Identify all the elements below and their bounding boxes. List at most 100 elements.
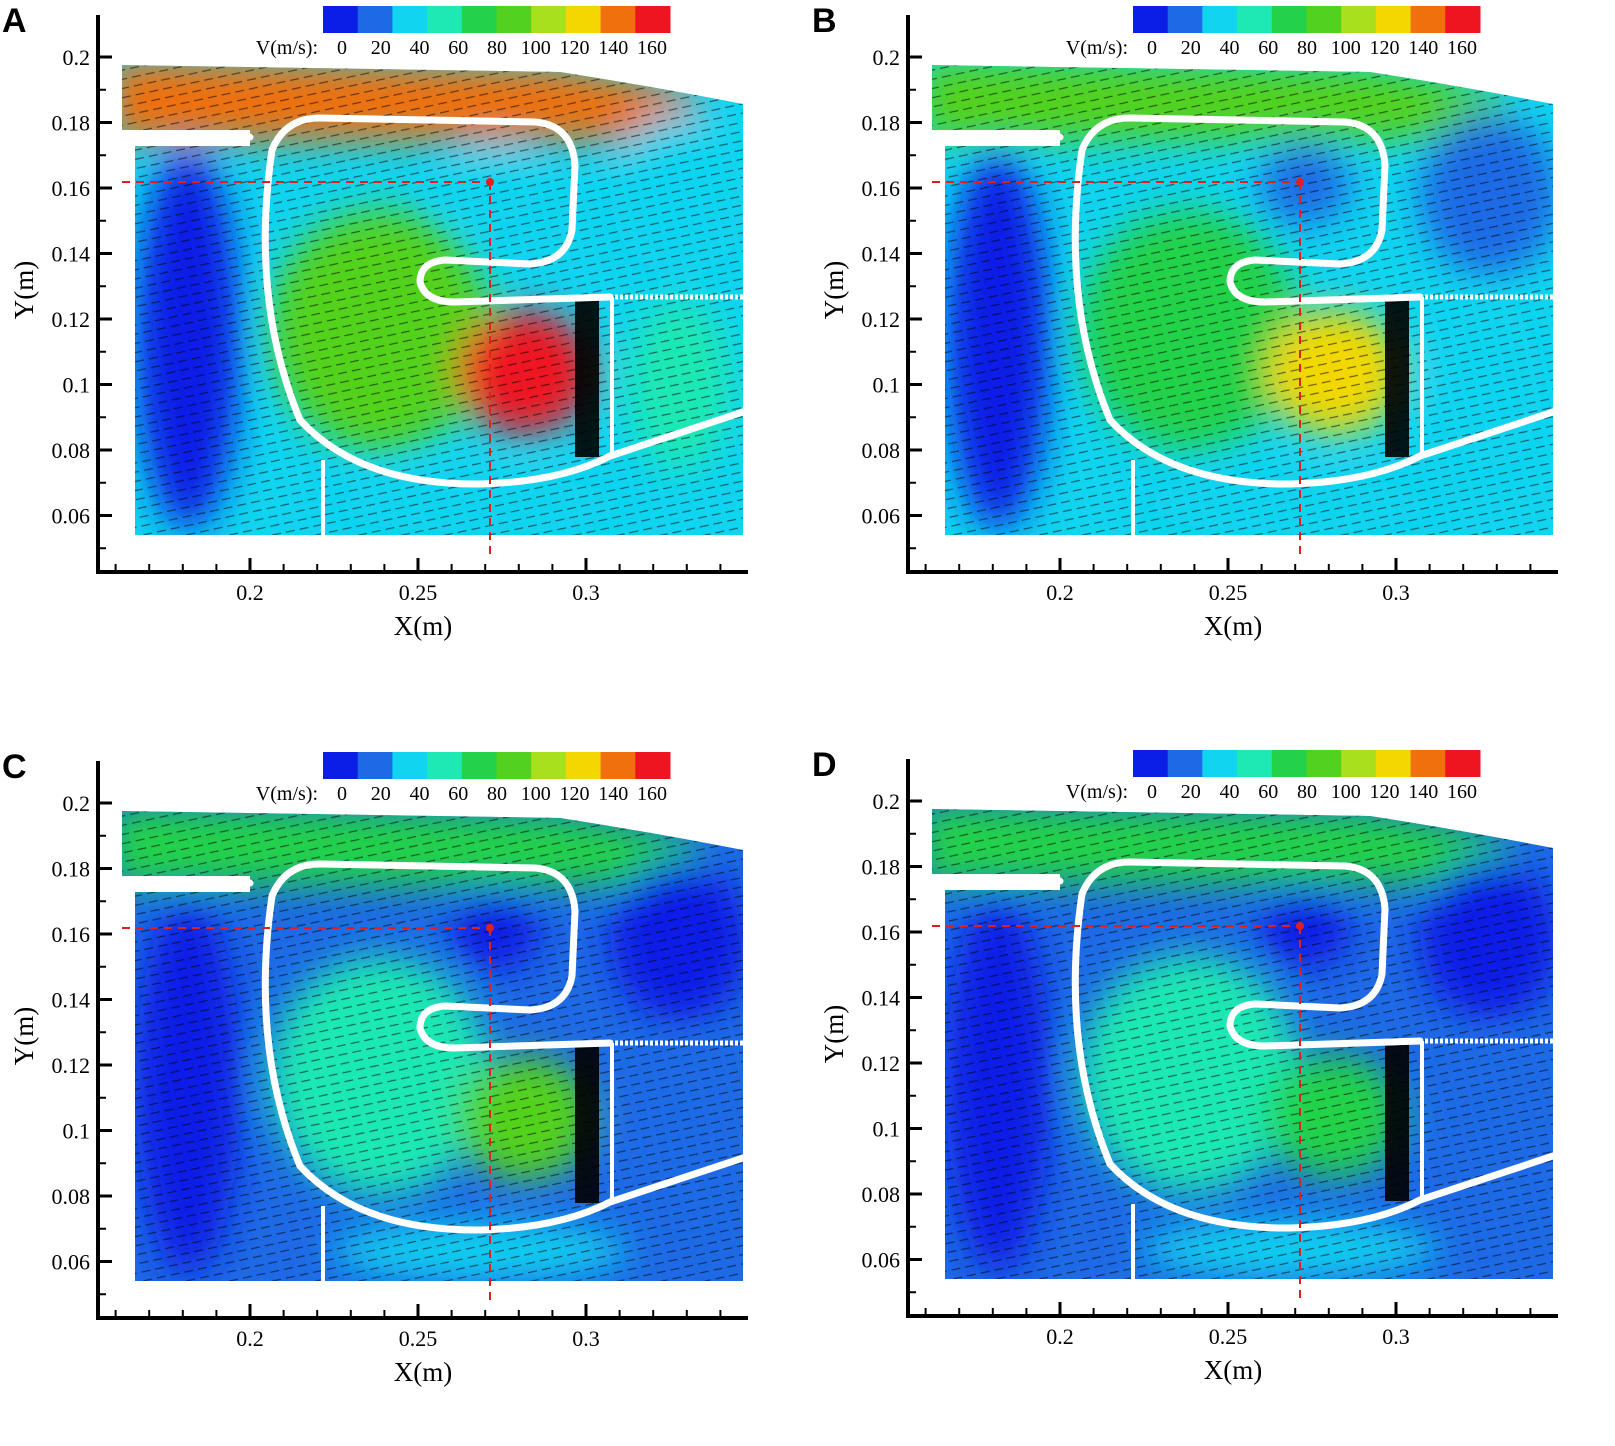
volute-inner-wall [268,114,614,306]
velocity-field [932,809,1553,1279]
y-tick-label: 0.08 [862,438,901,463]
colorbar-tick-label: 60 [448,37,468,59]
colorbar-swatch [635,6,671,33]
colorbar-swatch [1271,750,1307,777]
colorbar-swatch [600,752,636,779]
vortex-center-marker [486,178,494,186]
colorbar-tick-label: 60 [1258,37,1278,59]
x-axis-label: X(m) [394,611,452,641]
panel-label: D [812,746,837,784]
colorbar-tick-label: 140 [598,37,628,59]
colorbar-tick-label: 160 [637,783,667,805]
y-tick-label: 0.12 [862,1051,901,1076]
y-tick-label: 0.2 [63,791,91,816]
colorbar-swatch [1306,750,1342,777]
panel-label: B [812,2,837,40]
colorbar-tick-label: 100 [1331,781,1361,803]
colorbar-tick-label: 20 [371,37,391,59]
volute-outer-wall [261,146,743,488]
x-tick-label: 0.25 [1209,1324,1248,1349]
y-tick-label: 0.18 [862,855,901,880]
volute-inner-wall [1078,858,1424,1050]
panel-d: D 0.06 0.08 0.1 0.12 0.14 0.16 0.18 0.2 0.2 0.25 0.… [810,744,1615,1444]
y-tick-label: 0.14 [52,988,91,1013]
colorbar-swatch [392,752,428,779]
panel-chart: D 0.06 0.08 0.1 0.12 0.14 0.16 0.18 0.2 0.2 0.25 0.… [812,746,1558,1385]
y-tick-label: 0.1 [873,373,901,398]
colorbar-swatch [1133,6,1169,33]
colorbar-tick-label: 40 [1220,37,1240,59]
colorbar-swatch [496,6,532,33]
y-tick-label: 0.08 [862,1182,901,1207]
colorbar-swatch [461,6,497,33]
colorbar-swatch [427,6,463,33]
colorbar-swatch [496,752,532,779]
colorbar-label: V(m/s): [1066,37,1128,59]
x-axis-label: X(m) [1204,611,1262,641]
volute-outer-wall [1071,890,1553,1232]
colorbar-swatch [1237,6,1273,33]
panel-a: A 0.06 0.08 0.1 0.12 0.14 0.16 0.18 0.2 0.2 0.25 0.… [0,0,805,700]
panel-chart: A 0.06 0.08 0.1 0.12 0.14 0.16 0.18 0.2 0.2 0.25 0.… [2,2,748,641]
colorbar-swatch [323,6,359,33]
colorbar-tick-label: 140 [598,783,628,805]
y-tick-label: 0.06 [862,504,901,529]
volute-outer-wall [261,892,743,1234]
colorbar-swatch [531,752,567,779]
volute-outer-wall [1071,146,1553,488]
colorbar-tick-label: 80 [1297,781,1317,803]
colorbar-swatch [1341,750,1377,777]
colorbar-swatch [357,6,393,33]
volute-inner-wall [1078,114,1424,306]
x-tick-label: 0.2 [236,580,264,605]
y-tick-label: 0.18 [52,857,91,882]
x-axis-label: X(m) [1204,1355,1262,1385]
colorbar-tick-label: 160 [637,37,667,59]
colorbar-tick-label: 120 [1370,37,1400,59]
x-tick-label: 0.2 [236,1326,264,1351]
colorbar-tick-label: 0 [1147,781,1157,803]
colorbar-swatch [1375,6,1412,33]
colorbar-swatch [1445,6,1481,33]
blade-shadow [1385,300,1409,457]
vortex-center-marker [1296,178,1304,186]
colorbar-label: V(m/s): [1066,781,1128,803]
y-tick-label: 0.12 [52,1053,91,1078]
colorbar-label: V(m/s): [256,37,318,59]
colorbar-swatch [427,752,463,779]
colorbar-swatch [357,752,393,779]
x-tick-label: 0.3 [1382,1324,1410,1349]
colorbar-tick-label: 80 [1297,37,1317,59]
x-tick-label: 0.2 [1046,580,1074,605]
x-tick-label: 0.3 [1382,580,1410,605]
x-tick-label: 0.2 [1046,1324,1074,1349]
colorbar-swatch [565,752,602,779]
colorbar-swatch [1375,750,1412,777]
x-tick-label: 0.25 [399,580,438,605]
colorbar-tick-label: 120 [560,783,590,805]
blade-shadow [1385,1044,1409,1201]
colorbar-tick-label: 160 [1447,37,1477,59]
y-tick-label: 0.18 [862,111,901,136]
colorbar-tick-label: 40 [410,37,430,59]
colorbar-swatch [565,6,602,33]
y-tick-label: 0.16 [862,176,901,201]
velocity-field [932,65,1553,535]
y-axis-label: Y(m) [819,261,849,319]
panel-label: A [2,2,27,40]
y-tick-label: 0.12 [52,307,91,332]
colorbar-tick-label: 80 [487,783,507,805]
colorbar-swatch [1167,750,1203,777]
blade-shadow [575,1046,599,1203]
colorbar-swatch [600,6,636,33]
y-tick-label: 0.1 [873,1117,901,1142]
colorbar-tick-label: 0 [1147,37,1157,59]
colorbar-swatch [1410,750,1446,777]
y-tick-label: 0.16 [52,176,91,201]
colorbar-swatch [1410,6,1446,33]
colorbar-tick-label: 20 [371,783,391,805]
colorbar-tick-label: 60 [448,783,468,805]
colorbar-tick-label: 40 [1220,781,1240,803]
vortex-center-marker [486,924,494,932]
y-tick-label: 0.06 [862,1248,901,1273]
